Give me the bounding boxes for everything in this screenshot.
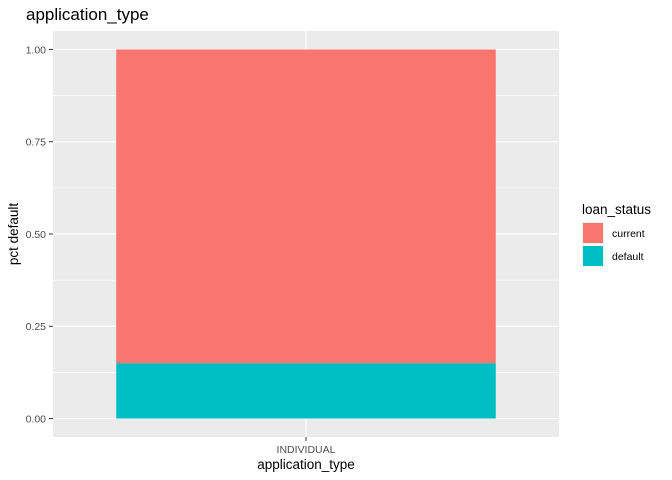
legend: loan_status current default: [582, 202, 651, 267]
legend-title: loan_status: [582, 202, 651, 217]
x-tick-label: INDIVIDUAL: [277, 444, 336, 456]
legend-swatch-default: [583, 246, 603, 266]
x-axis-ticks: INDIVIDUAL: [277, 437, 336, 456]
y-tick-label: 0.00: [26, 413, 47, 425]
legend-label-default: default: [612, 251, 644, 263]
bar-stack: [116, 49, 496, 419]
legend-label-current: current: [612, 228, 645, 240]
y-tick-label: 0.50: [26, 229, 47, 241]
y-axis-ticks: 0.00 0.25 0.50 0.75 1.00: [26, 44, 53, 425]
bar-default: [116, 363, 496, 419]
y-tick-label: 0.75: [26, 137, 47, 149]
x-axis-title: application_type: [257, 457, 355, 472]
y-tick-label: 0.25: [26, 321, 47, 333]
chart-title: application_type: [26, 5, 149, 24]
bar-current: [116, 49, 496, 364]
y-tick-label: 1.00: [26, 44, 47, 56]
legend-swatch-current: [583, 223, 603, 243]
y-axis-title: pct default: [6, 203, 21, 266]
